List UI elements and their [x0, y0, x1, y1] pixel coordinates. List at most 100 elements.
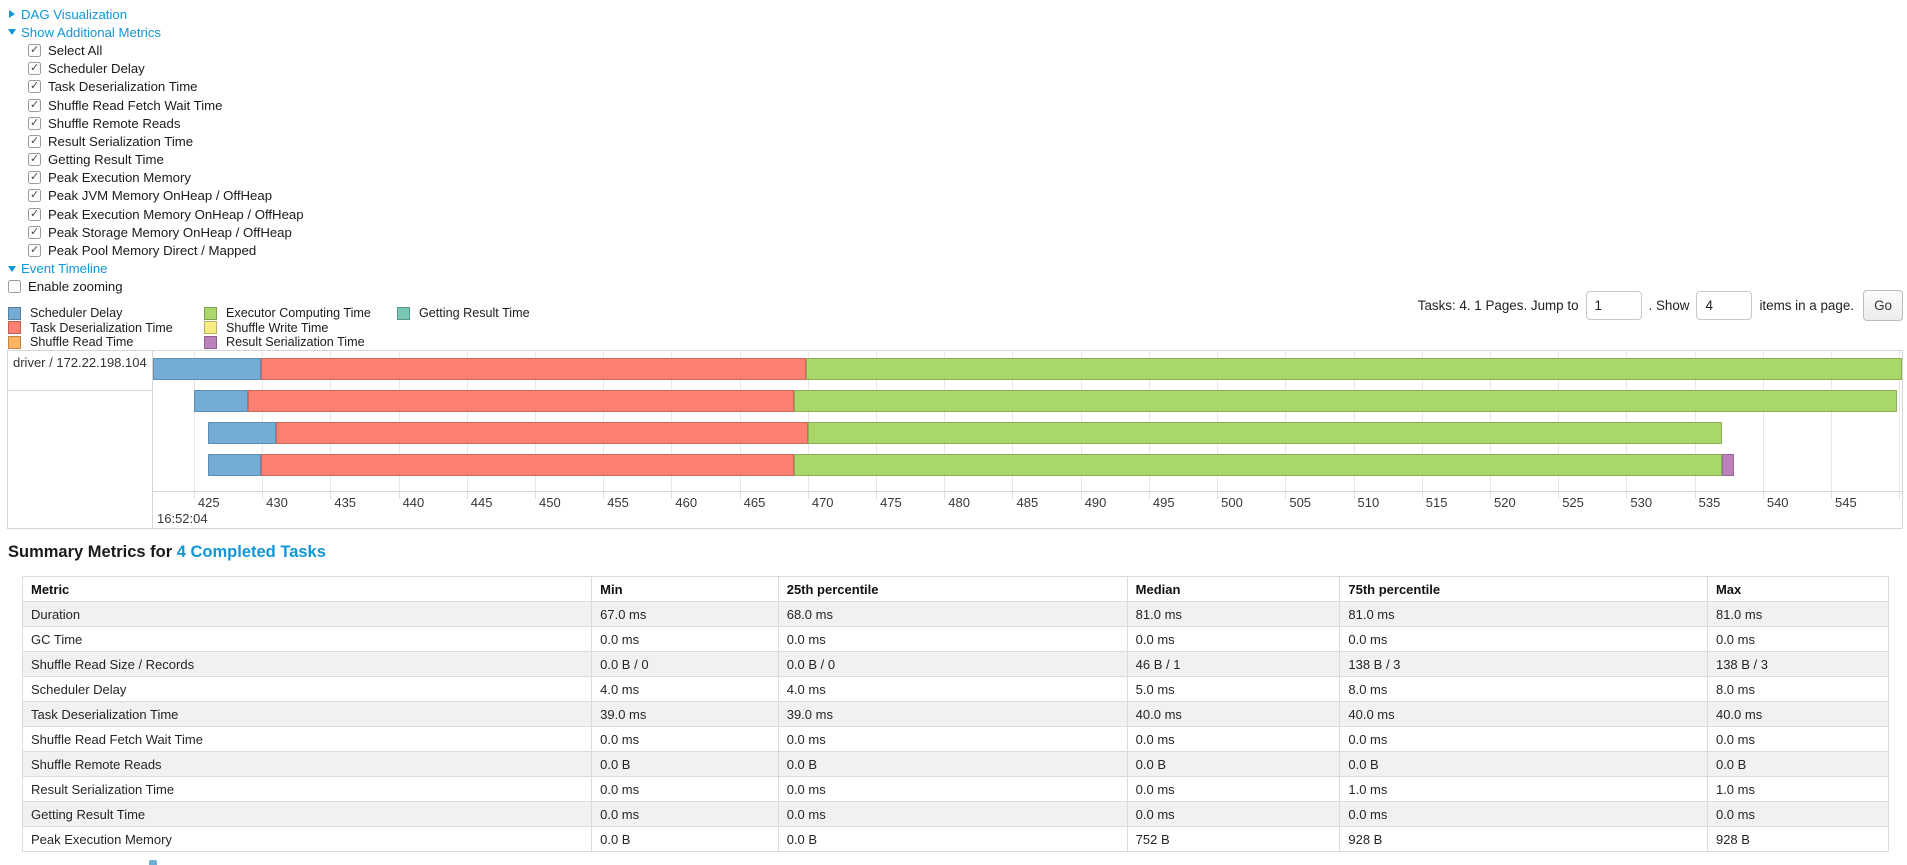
metric-value-cell: 928 B	[1339, 826, 1708, 852]
metric-checkbox[interactable]	[28, 134, 41, 148]
timeline-tick-label: 535	[1698, 495, 1721, 510]
completed-tasks-link[interactable]: 4 Completed Tasks	[176, 543, 326, 561]
task-bar-segment-scheduler_delay[interactable]	[153, 358, 261, 380]
metric-value-cell: 0.0 ms	[777, 801, 1128, 827]
timeline-axis-major-label: 16:52:04	[157, 511, 208, 526]
timeline-tick	[398, 491, 400, 499]
task-bar-segment-result_serialization[interactable]	[1721, 454, 1735, 476]
metric-checkbox-row: Peak Storage Memory OnHeap / OffHeap	[8, 223, 304, 241]
timeline-tick-label: 505	[1289, 495, 1312, 510]
stage-controls: DAG Visualization Show Additional Metric…	[8, 5, 304, 296]
items-per-page-input[interactable]	[1696, 291, 1753, 320]
jump-to-page-input[interactable]	[1585, 291, 1642, 320]
metric-checkbox[interactable]	[28, 43, 41, 57]
task-bar-segment-executor_computing[interactable]	[807, 422, 1722, 444]
enable-zooming-checkbox[interactable]	[8, 280, 21, 294]
timeline-tick-label: 465	[743, 495, 766, 510]
clipped-content-sliver	[149, 860, 157, 865]
metric-value-cell: 67.0 ms	[591, 601, 779, 627]
legend-item: Task Deserialization Time	[8, 321, 173, 335]
metric-checkbox-row: Peak Pool Memory Direct / Mapped	[8, 241, 304, 259]
metric-checkbox[interactable]	[28, 188, 41, 203]
metric-checkbox-row: Shuffle Read Fetch Wait Time	[8, 96, 304, 114]
table-column-header: 75th percentile	[1339, 576, 1708, 602]
metric-checkbox[interactable]	[28, 98, 41, 112]
table-row: Task Deserialization Time 39.0 ms 39.0 ms 4…	[21, 701, 1890, 727]
timeline-tick-label: 525	[1562, 495, 1584, 510]
metric-checkbox[interactable]	[28, 207, 41, 221]
task-bar-segment-task_deserialization[interactable]	[275, 422, 808, 444]
metric-value-cell: 1.0 ms	[1339, 776, 1708, 802]
timeline-tick-label: 450	[538, 495, 561, 510]
legend-label: Executor Computing Time	[226, 306, 371, 320]
metric-value-cell: 81.0 ms	[1126, 601, 1341, 627]
timeline-tick-label: 540	[1766, 495, 1789, 510]
task-bar-segment-task_deserialization[interactable]	[248, 390, 795, 412]
legend-label: Task Deserialization Time	[30, 320, 173, 335]
metric-name-cell: Result Serialization Time	[21, 776, 593, 802]
metric-value-cell: 0.0 ms	[1126, 776, 1341, 802]
timeline-tick	[807, 491, 809, 499]
metric-name-cell: Shuffle Remote Reads	[21, 751, 593, 777]
getting_result-legend-swatch	[397, 306, 410, 320]
timeline-tick-label: 490	[1084, 495, 1107, 510]
task-bar-segment-executor_computing[interactable]	[794, 454, 1722, 476]
metric-value-cell: 5.0 ms	[1126, 676, 1341, 702]
task-bar-segment-task_deserialization[interactable]	[260, 454, 795, 476]
task-bar-segment-executor_computing[interactable]	[794, 390, 1897, 412]
metric-value-cell: 138 B / 3	[1339, 651, 1708, 677]
task-bar-segment-scheduler_delay[interactable]	[207, 454, 261, 476]
metric-checkbox-label: Scheduler Delay	[48, 61, 145, 77]
metric-value-cell: 1.0 ms	[1706, 776, 1890, 802]
metric-value-cell: 0.0 B	[591, 751, 779, 777]
event-timeline-toggle[interactable]: Event Timeline	[8, 260, 304, 278]
enable-zooming-label: Enable zooming	[28, 279, 123, 295]
metric-value-cell: 0.0 ms	[1126, 801, 1341, 827]
legend-label: Shuffle Write Time	[226, 320, 329, 335]
timeline-gridline	[807, 351, 809, 491]
timeline-tick	[330, 491, 332, 499]
executor_computing-legend-swatch	[204, 306, 217, 320]
show-additional-metrics-label: Show Additional Metrics	[21, 24, 162, 40]
metric-value-cell: 0.0 ms	[777, 726, 1128, 752]
metric-checkbox[interactable]	[28, 79, 41, 94]
timeline-gridline	[1831, 351, 1833, 491]
metric-checkbox-label: Peak Execution Memory	[48, 170, 191, 186]
legend-item: Executor Computing Time	[204, 306, 371, 320]
metric-value-cell: 81.0 ms	[1339, 601, 1708, 627]
metric-value-cell: 0.0 ms	[591, 801, 779, 827]
metric-value-cell: 0.0 ms	[1339, 726, 1708, 752]
metric-value-cell: 0.0 ms	[777, 776, 1128, 802]
timeline-tick-label: 425	[197, 495, 220, 510]
task-bar-segment-task_deserialization[interactable]	[260, 358, 807, 380]
group-cell-divider	[8, 390, 152, 391]
metric-checkbox[interactable]	[28, 152, 41, 167]
metric-checkbox[interactable]	[28, 243, 41, 258]
result_serialization-legend-swatch	[204, 335, 217, 349]
timeline-tick	[1285, 491, 1287, 499]
task-bar-segment-scheduler_delay[interactable]	[207, 422, 276, 444]
metric-checkbox[interactable]	[28, 116, 41, 130]
timeline-tick	[193, 491, 195, 499]
task-bar-segment-scheduler_delay[interactable]	[193, 390, 249, 412]
metric-checkbox[interactable]	[28, 170, 41, 185]
timeline-tick	[262, 491, 264, 499]
task-pagination: Tasks: 4. 1 Pages. Jump to . Show items …	[1418, 290, 1903, 321]
timeline-gridline	[1899, 351, 1901, 491]
timeline-tick-label: 530	[1630, 495, 1653, 510]
table-row: Peak Execution Memory 0.0 B 0.0 B 752 B 928 …	[21, 826, 1890, 852]
table-row: Shuffle Read Fetch Wait Time 0.0 ms 0.0 ms…	[21, 726, 1890, 752]
metric-value-cell: 4.0 ms	[777, 676, 1128, 702]
timeline-tick	[1899, 491, 1901, 499]
scheduler_delay-legend-swatch	[8, 306, 21, 320]
show-additional-metrics-toggle[interactable]: Show Additional Metrics	[8, 23, 304, 41]
task-bar-segment-executor_computing[interactable]	[806, 358, 1902, 380]
metric-checkbox[interactable]	[28, 61, 41, 76]
timeline-tick-label: 455	[607, 495, 629, 510]
metric-value-cell: 39.0 ms	[591, 701, 779, 727]
timeline-gridline	[1148, 351, 1150, 491]
go-button[interactable]: Go	[1863, 290, 1903, 321]
dag-visualization-toggle[interactable]: DAG Visualization	[8, 5, 304, 23]
metric-checkbox[interactable]	[28, 225, 41, 239]
metric-value-cell: 4.0 ms	[591, 676, 779, 702]
